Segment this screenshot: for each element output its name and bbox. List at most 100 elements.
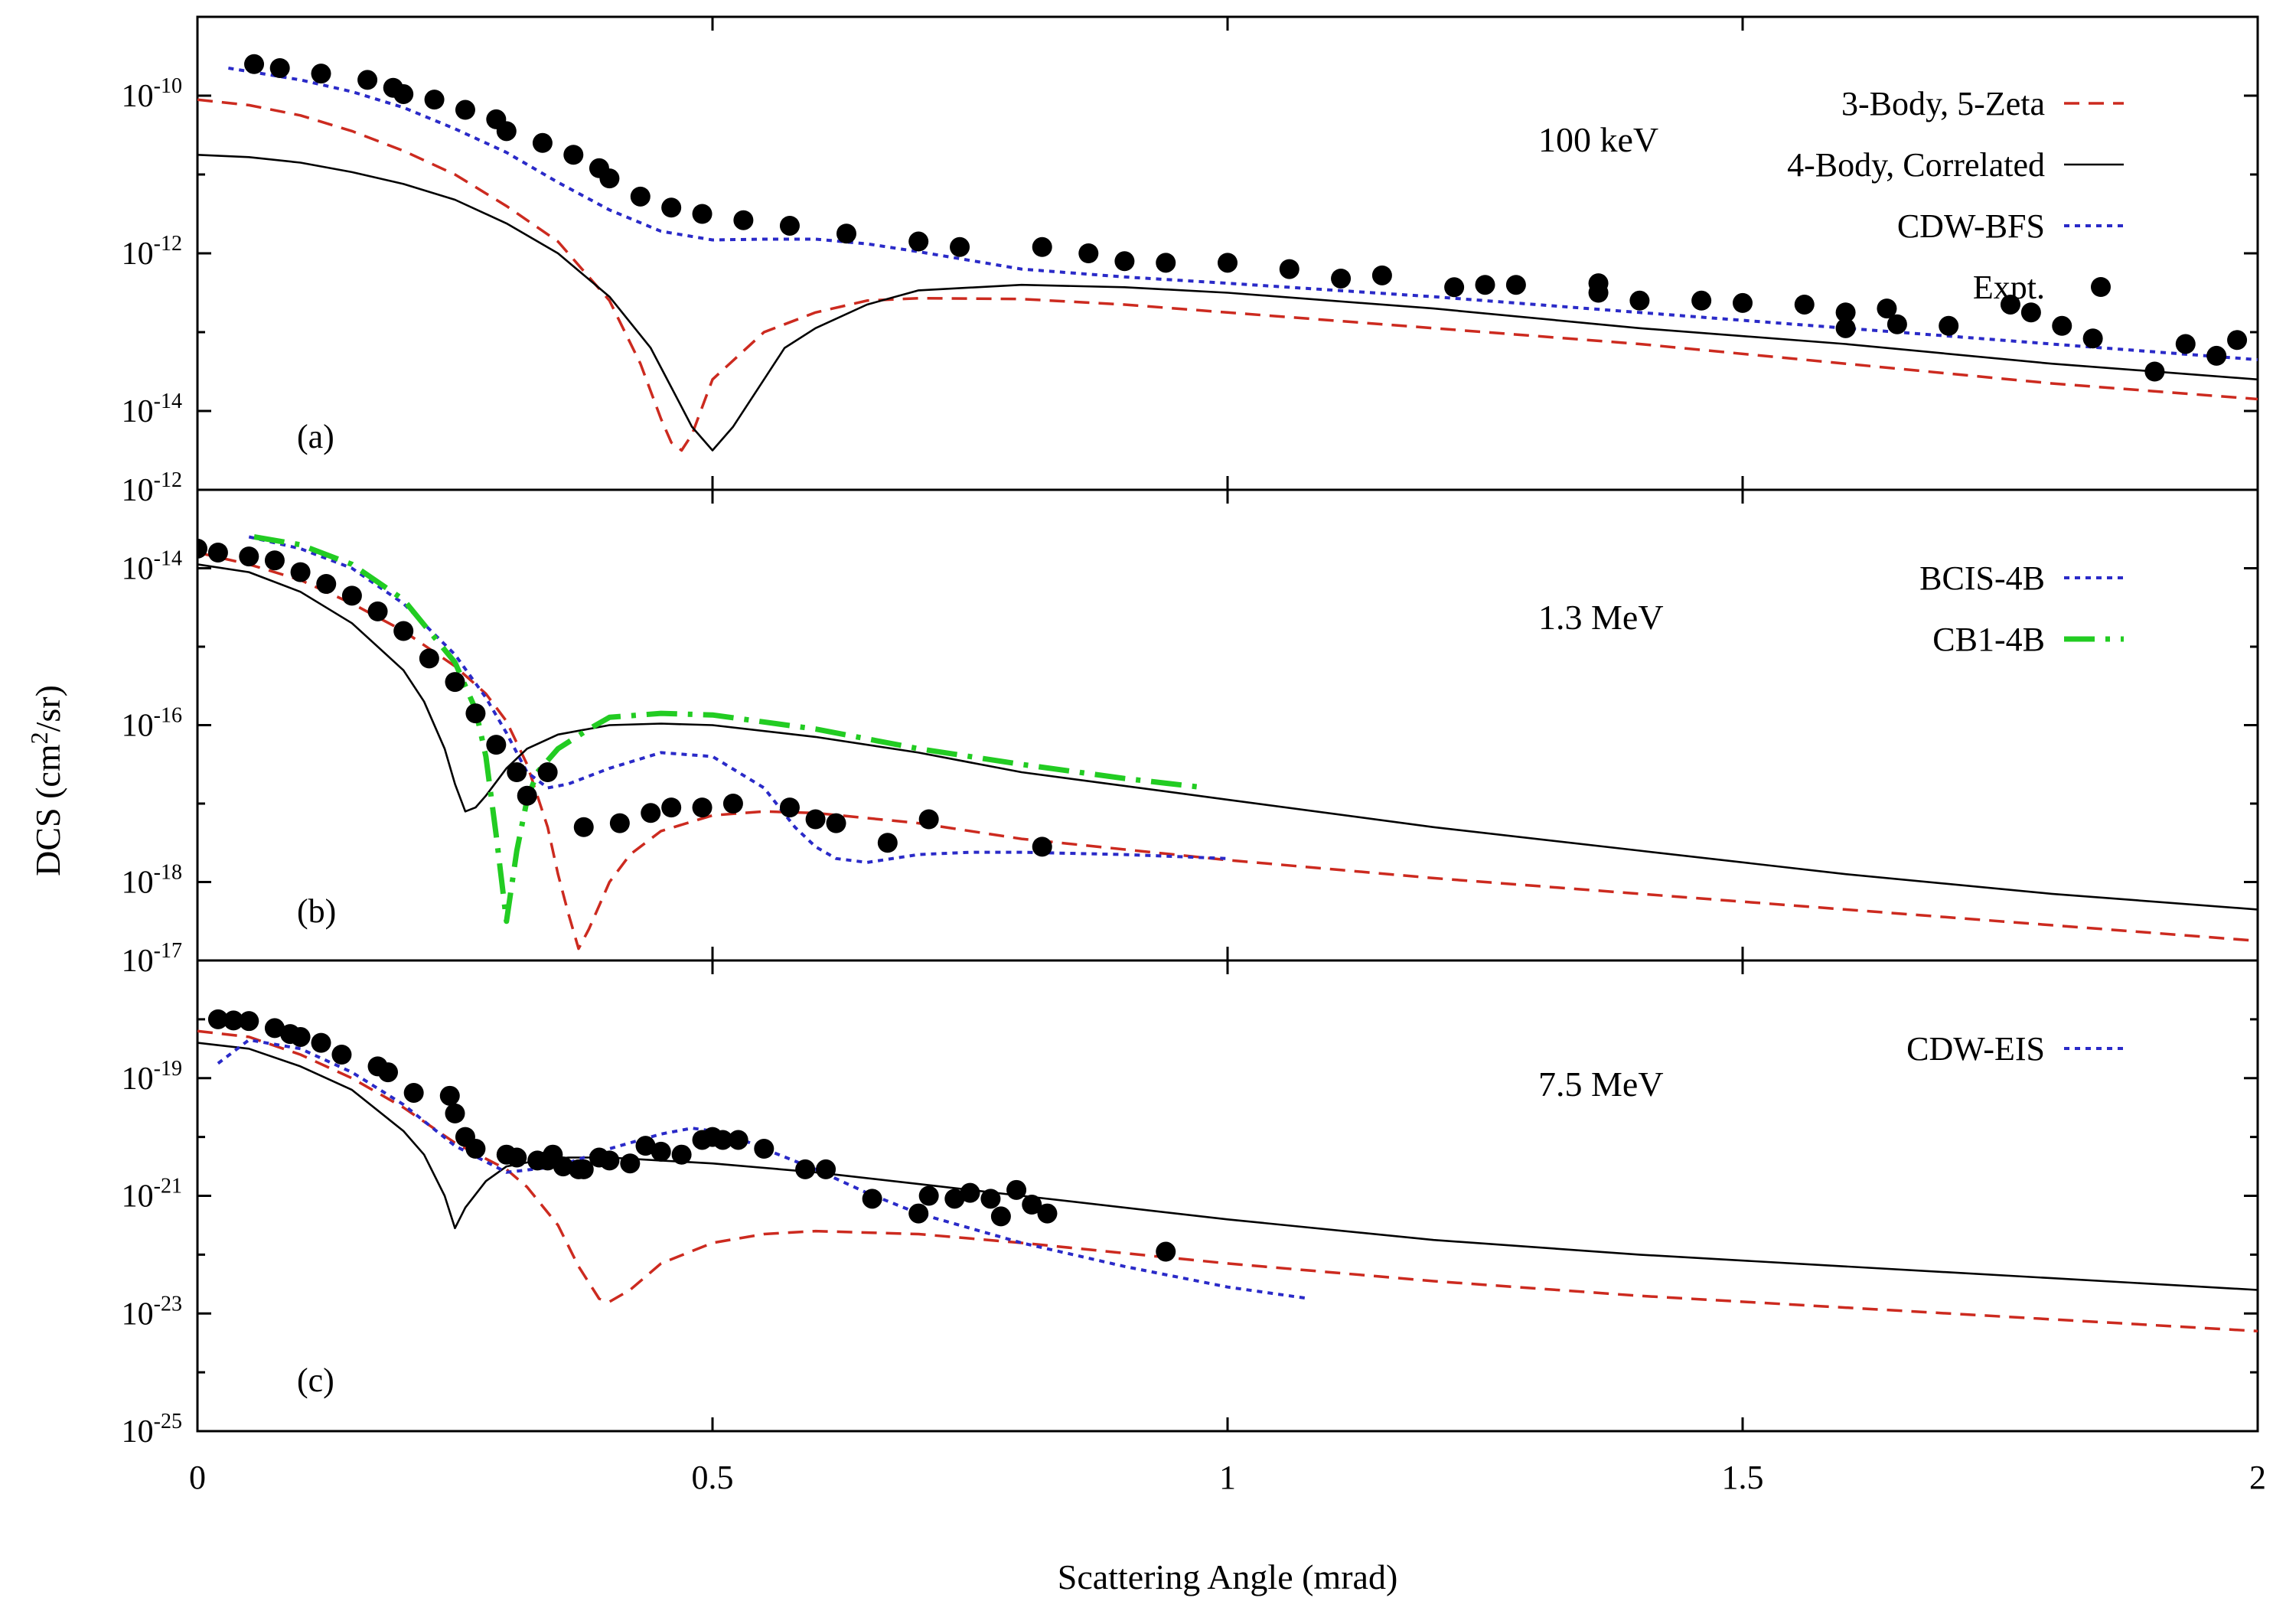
energy-label: 1.3 MeV bbox=[1538, 598, 1664, 637]
legend-label: 4-Body, Correlated bbox=[1787, 146, 2045, 184]
expt-point bbox=[445, 1103, 465, 1123]
expt-point bbox=[1279, 259, 1300, 279]
expt-point bbox=[1218, 253, 1238, 273]
y-tick-label: 10-14 bbox=[122, 390, 182, 429]
y-tick-label: 10-10 bbox=[122, 74, 182, 114]
expt-point bbox=[826, 813, 846, 833]
expt-point bbox=[816, 1159, 836, 1179]
expt-point bbox=[507, 762, 527, 782]
expt-point bbox=[1022, 1195, 1042, 1215]
expt-point bbox=[908, 1203, 929, 1224]
expt-point bbox=[517, 785, 537, 806]
expt-point bbox=[445, 672, 465, 693]
series-line-4b bbox=[197, 1042, 2258, 1291]
expt-point bbox=[2227, 330, 2248, 351]
x-tick-label: 0 bbox=[189, 1459, 206, 1496]
expt-point bbox=[465, 703, 486, 724]
expt-point bbox=[609, 813, 630, 833]
expt-point bbox=[651, 1141, 671, 1162]
panel-letter: (b) bbox=[297, 892, 336, 930]
energy-label: 100 keV bbox=[1538, 120, 1658, 159]
series-group bbox=[197, 54, 2258, 452]
expt-point bbox=[1835, 318, 1856, 338]
y-tick-label: 10-16 bbox=[122, 704, 182, 744]
expt-point bbox=[692, 797, 713, 818]
expt-point bbox=[393, 83, 414, 104]
expt-point bbox=[264, 1018, 285, 1039]
expt-point bbox=[2020, 302, 2041, 323]
expt-point bbox=[1835, 302, 1856, 323]
series-line-4b bbox=[197, 154, 2258, 452]
series-line-bcis bbox=[248, 535, 1228, 864]
expt-point bbox=[2000, 294, 2020, 315]
expt-point bbox=[1371, 265, 1392, 285]
legend-label: CDW-EIS bbox=[1906, 1030, 2045, 1068]
panel-b: 10-14 10-16 10-18 10-17 BCIS-4B CB1-4B 1.3 MeV… bbox=[122, 488, 2259, 979]
expt-point bbox=[553, 1156, 573, 1177]
expt-point bbox=[980, 1189, 1001, 1209]
expt-point bbox=[393, 621, 414, 641]
expt-point bbox=[635, 1136, 656, 1156]
expt-point bbox=[960, 1182, 980, 1203]
series-line-cb1 bbox=[253, 534, 1208, 925]
expt-point bbox=[290, 1026, 311, 1047]
expt-point bbox=[1078, 243, 1099, 263]
x-tick-label: 1.5 bbox=[1722, 1459, 1764, 1496]
expt-point bbox=[1691, 290, 1712, 311]
expt-point bbox=[1032, 236, 1052, 257]
series-line-bfs bbox=[228, 67, 2258, 361]
expt-point bbox=[378, 1062, 399, 1083]
expt-point bbox=[1331, 268, 1352, 289]
expt-point bbox=[722, 794, 743, 814]
expt-point bbox=[1733, 292, 1753, 313]
x-tick-label: 2 bbox=[2249, 1459, 2266, 1496]
expt-point bbox=[779, 797, 800, 818]
series-line-3b bbox=[197, 98, 2258, 452]
expt-point bbox=[950, 236, 970, 257]
expt-point bbox=[573, 1159, 594, 1179]
y-tick-label: 10-21 bbox=[122, 1175, 182, 1215]
expt-point bbox=[1444, 277, 1465, 298]
expt-point bbox=[661, 797, 682, 818]
expt-point bbox=[779, 215, 800, 236]
expt-point bbox=[496, 121, 517, 142]
legend-marker bbox=[2091, 277, 2111, 297]
expt-point bbox=[316, 574, 337, 594]
y-tick-label: 10-14 bbox=[122, 547, 182, 587]
expt-point bbox=[795, 1159, 816, 1179]
series-group bbox=[197, 534, 2258, 951]
expt-point bbox=[1037, 1203, 1058, 1224]
expt-point bbox=[507, 1147, 527, 1168]
y-tick-label: 10-12 bbox=[122, 232, 182, 272]
y-tick-label: 10-19 bbox=[122, 1057, 182, 1097]
expt-point bbox=[805, 809, 826, 830]
x-axis: 0 0.5 1 1.5 2 bbox=[189, 1459, 2266, 1496]
expt-point bbox=[357, 70, 378, 90]
expt-point bbox=[599, 1150, 620, 1171]
expt-point bbox=[223, 1010, 244, 1031]
legend-label: CB1-4B bbox=[1932, 621, 2045, 658]
expt-point bbox=[733, 210, 754, 230]
expt-point bbox=[311, 64, 331, 84]
y-tick-label: 10-23 bbox=[122, 1292, 182, 1332]
expt-point bbox=[620, 1153, 641, 1174]
expt-point bbox=[1877, 298, 1897, 319]
expt-point bbox=[1114, 251, 1135, 272]
expt-point bbox=[239, 546, 259, 567]
expt-point bbox=[197, 538, 207, 559]
expt-point bbox=[563, 145, 584, 165]
expt-point bbox=[269, 57, 290, 78]
series-group bbox=[197, 1009, 2258, 1333]
expt-point bbox=[862, 1189, 882, 1209]
expt-point bbox=[439, 1085, 460, 1106]
expt-point bbox=[728, 1130, 748, 1150]
expt-point bbox=[455, 99, 475, 120]
expt-point bbox=[264, 550, 285, 571]
expt-point bbox=[944, 1189, 965, 1209]
panel-letter: (c) bbox=[297, 1361, 334, 1399]
x-tick-label: 1 bbox=[1219, 1459, 1236, 1496]
legend-label: 3-Body, 5-Zeta bbox=[1841, 85, 2045, 122]
expt-point bbox=[419, 648, 439, 669]
series-line-3b bbox=[197, 551, 2258, 951]
